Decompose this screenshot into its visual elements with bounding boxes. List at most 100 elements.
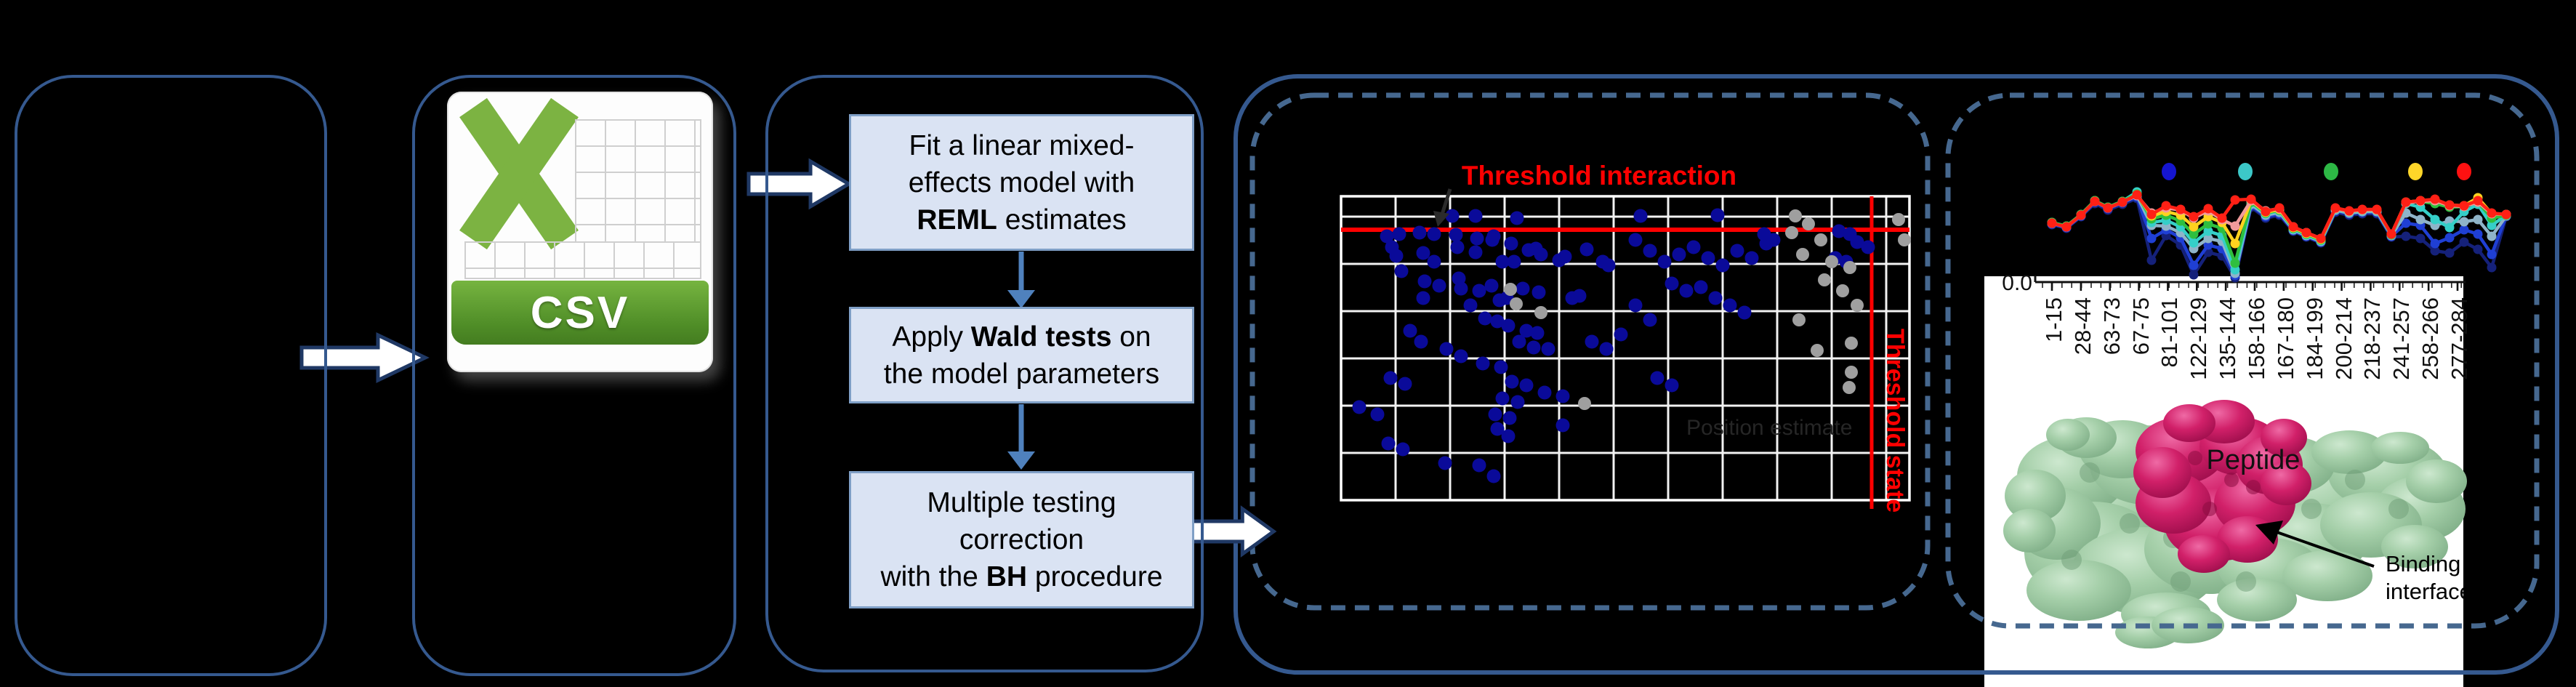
scatter-dot-blue-points	[1579, 242, 1594, 257]
protein-green-surface	[2311, 430, 2387, 474]
line-point-red	[2357, 204, 2367, 214]
line-point-navy	[2487, 262, 2497, 273]
csv-banner: CSV	[451, 281, 709, 345]
line-point-navy	[2444, 248, 2455, 258]
line-point-green	[2189, 229, 2199, 239]
line-point-steel	[2487, 231, 2497, 241]
scatter-dot-gray-points	[1534, 306, 1547, 319]
line-point-red	[2189, 212, 2199, 222]
scatter-dot-blue-points	[1599, 342, 1614, 356]
scatter-dot-blue-points	[1512, 334, 1526, 349]
line-point-red	[2274, 203, 2285, 213]
scatter-dot-blue-points	[1601, 258, 1616, 273]
flow-step-line: Apply Wald tests on	[892, 318, 1151, 355]
flow-step-text: Multiple testing	[927, 487, 1116, 518]
line-point-cyan	[2444, 222, 2455, 233]
protein-green-shadow	[2120, 513, 2140, 534]
peptide-tick-label: 241-257	[2388, 297, 2415, 380]
line-point-cyan	[2230, 265, 2240, 275]
line-point-green	[2203, 219, 2213, 229]
flow-step-line: REML estimates	[917, 201, 1126, 238]
scatter-dot-blue-points	[1381, 436, 1396, 451]
scatter-dot-blue-points	[1392, 227, 1406, 241]
flow-step-text-bold: BH	[986, 561, 1028, 592]
scatter-dot-gray-points	[1843, 261, 1856, 274]
line-chart-legend-dots	[2162, 163, 2471, 180]
line-point-red	[2301, 228, 2311, 238]
scatter-dot-blue-points	[1530, 326, 1545, 340]
line-point-blue	[2401, 218, 2411, 228]
scatter-dot-blue-points	[1383, 371, 1398, 385]
line-point-red	[2261, 206, 2271, 217]
scatter-dot-blue-points	[1502, 411, 1517, 425]
flow-step-text-bold: Wald tests	[970, 321, 1112, 353]
scatter-dot-blue-points	[1398, 377, 1412, 391]
protein-green-shadow	[2388, 499, 2409, 519]
line-point-red	[2415, 196, 2426, 206]
line-point-cyan	[2430, 214, 2440, 225]
scatter-dot-blue-points	[1494, 360, 1508, 374]
line-point-cyan	[2487, 220, 2497, 230]
scatter-dot-blue-points	[1501, 318, 1516, 333]
scatter-dot-blue-points	[1665, 378, 1679, 393]
scatter-dot-blue-points	[1490, 422, 1505, 436]
line-point-red	[2061, 222, 2072, 232]
line-point-navy	[2459, 237, 2469, 247]
line-point-blue	[2444, 233, 2455, 243]
line-point-salmon	[2230, 221, 2240, 231]
protein-pink-shadow	[2188, 451, 2202, 465]
scatter-dot-blue-points	[1427, 254, 1441, 269]
line-point-red	[2430, 194, 2440, 204]
scatter-dot-blue-points	[1450, 240, 1465, 254]
scatter-dot-blue-points	[1439, 342, 1454, 356]
scatter-dot-blue-points	[1526, 340, 1541, 355]
scatter-dot-blue-points	[1534, 247, 1548, 262]
peptide-tick-label: 63-73	[2098, 297, 2125, 355]
scatter-dot-blue-points	[1394, 264, 1409, 278]
line-point-steel	[2415, 214, 2426, 225]
pipeline-arrow-icon-2	[749, 161, 849, 206]
protein-pink-peptide	[2163, 404, 2215, 442]
line-chart-axis	[2034, 276, 2466, 291]
flow-step-text: effects model with	[908, 166, 1135, 198]
scatter-dot-blue-points	[1555, 418, 1570, 433]
scatter-dot-blue-points	[1730, 244, 1744, 258]
peptide-tick-label: 122-129	[2186, 297, 2212, 380]
line-point-red	[2444, 200, 2455, 210]
scatter-dot-blue-points	[1672, 247, 1686, 262]
scatter-dot-gray-points	[1836, 284, 1849, 297]
scatter-dot-blue-points	[1516, 281, 1530, 296]
scatter-dot-blue-points	[1417, 274, 1432, 289]
line-point-red	[2117, 197, 2128, 207]
line-point-navy	[2401, 231, 2411, 241]
peptide-tick-label: 67-75	[2128, 297, 2154, 355]
csv-grid-upper	[575, 119, 701, 243]
threshold-interaction-label: Threshold interaction	[1461, 161, 1737, 190]
protein-green-shadow	[2170, 571, 2191, 592]
flow-step-text: correction	[959, 524, 1084, 555]
flow-step-text: with the	[880, 561, 986, 592]
flow-step-line: correction	[959, 521, 1084, 558]
scatter-dot-gray-points	[1843, 381, 1856, 394]
flow-step-line: with the BH procedure	[880, 558, 1162, 595]
flow-step-text: on	[1111, 321, 1151, 353]
line-point-red	[2103, 203, 2113, 213]
legend-dot-icon	[2238, 163, 2253, 180]
scatter-dot-blue-points	[1510, 211, 1524, 225]
line-point-red	[2288, 222, 2298, 232]
scatter-dot-blue-points	[1389, 249, 1404, 263]
scatter-dot-blue-points	[1370, 407, 1385, 422]
scatter-dot-blue-points	[1352, 400, 1367, 414]
scatter-dot-gray-points	[1802, 217, 1815, 230]
csv-file-icon: CSV	[447, 92, 713, 372]
scatter-dot-blue-points	[1476, 356, 1490, 371]
flow-step-text: estimates	[997, 204, 1127, 236]
scatter-dot-gray-points	[1845, 337, 1858, 350]
scatter-dot-gray-points	[1796, 248, 1809, 261]
peptide-tick-label: 200-214	[2330, 297, 2356, 380]
line-point-navy	[2473, 244, 2483, 254]
flow-step-text: Fit a linear mixed-	[909, 129, 1135, 161]
scatter-dot-blue-points	[1861, 240, 1875, 254]
scatter-dot-blue-points	[1710, 208, 1725, 222]
